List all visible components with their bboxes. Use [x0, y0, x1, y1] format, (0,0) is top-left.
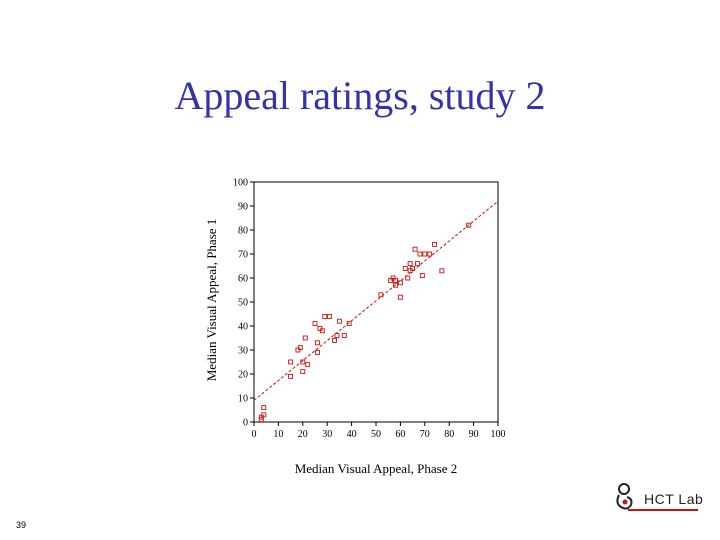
data-point — [300, 369, 306, 375]
x-tick-label: 0 — [252, 429, 257, 440]
x-axis-label: Median Visual Appeal, Phase 2 — [295, 461, 458, 476]
logo-dot-icon — [622, 499, 628, 505]
data-point — [405, 275, 411, 281]
logo-underline — [628, 509, 698, 511]
page-number: 39 — [16, 520, 27, 530]
plot-area-frame — [253, 181, 499, 423]
x-tick-label: 60 — [395, 429, 405, 440]
data-point — [327, 313, 333, 319]
data-point — [407, 261, 413, 267]
data-point — [300, 359, 306, 365]
data-point — [415, 261, 420, 267]
y-tick-label: 60 — [238, 274, 248, 285]
data-point — [427, 251, 433, 257]
y-tick-label: 90 — [238, 202, 248, 213]
data-point — [302, 335, 308, 341]
data-point — [312, 321, 318, 327]
data-point — [346, 321, 352, 327]
data-point — [397, 294, 403, 300]
y-tick-label: 10 — [238, 394, 248, 405]
y-tick-label: 20 — [238, 370, 248, 381]
data-point — [297, 345, 303, 351]
x-tick-label: 40 — [347, 429, 357, 440]
logo-body-icon — [616, 494, 633, 510]
data-point — [393, 277, 398, 283]
data-point — [319, 328, 325, 334]
data-point — [314, 340, 320, 346]
hct-lab-logo — [616, 483, 633, 510]
x-tick-label: 90 — [469, 429, 479, 440]
data-point — [305, 361, 311, 367]
x-tick-label: 50 — [371, 429, 381, 440]
data-point — [419, 273, 425, 279]
data-point — [314, 349, 320, 355]
data-point — [422, 251, 428, 257]
data-point — [288, 359, 294, 365]
data-point — [402, 265, 408, 271]
x-tick-label: 100 — [491, 429, 506, 440]
x-tick-label: 70 — [420, 429, 430, 440]
data-point — [336, 318, 342, 324]
logo-text: HCT Lab — [644, 491, 704, 507]
logo-head-icon — [618, 483, 630, 495]
data-points — [258, 222, 472, 423]
fit-line — [253, 200, 499, 401]
x-tick-label: 30 — [322, 429, 332, 440]
data-point — [334, 333, 340, 339]
y-tick-label: 30 — [238, 346, 248, 357]
y-axis-ticks: 0 10 20 30 40 50 60 70 80 90 100 — [233, 178, 254, 429]
data-point — [466, 222, 472, 228]
data-point — [397, 280, 403, 286]
y-tick-label: 40 — [238, 322, 248, 333]
data-point — [261, 405, 267, 411]
data-point — [322, 313, 328, 319]
y-tick-label: 0 — [243, 418, 248, 429]
data-point — [410, 265, 416, 271]
y-tick-label: 100 — [233, 178, 248, 189]
x-tick-label: 10 — [273, 429, 283, 440]
data-point — [439, 268, 445, 274]
data-point — [417, 251, 423, 257]
x-axis-ticks: 0 10 20 30 40 50 60 70 80 90 100 — [252, 422, 506, 440]
y-tick-label: 70 — [238, 250, 248, 261]
y-tick-label: 50 — [238, 298, 248, 309]
data-point — [393, 282, 398, 288]
slide-title: Appeal ratings, study 2 — [174, 73, 546, 118]
data-point — [288, 373, 294, 379]
x-tick-label: 80 — [444, 429, 454, 440]
data-point — [341, 333, 347, 339]
y-axis-label: Median Visual Appeal, Phase 1 — [204, 219, 219, 382]
data-point — [332, 337, 337, 343]
x-tick-label: 20 — [298, 429, 308, 440]
data-point — [261, 412, 267, 418]
data-point — [378, 292, 384, 298]
data-point — [432, 241, 438, 247]
data-point — [412, 246, 418, 252]
y-tick-label: 80 — [238, 226, 248, 237]
